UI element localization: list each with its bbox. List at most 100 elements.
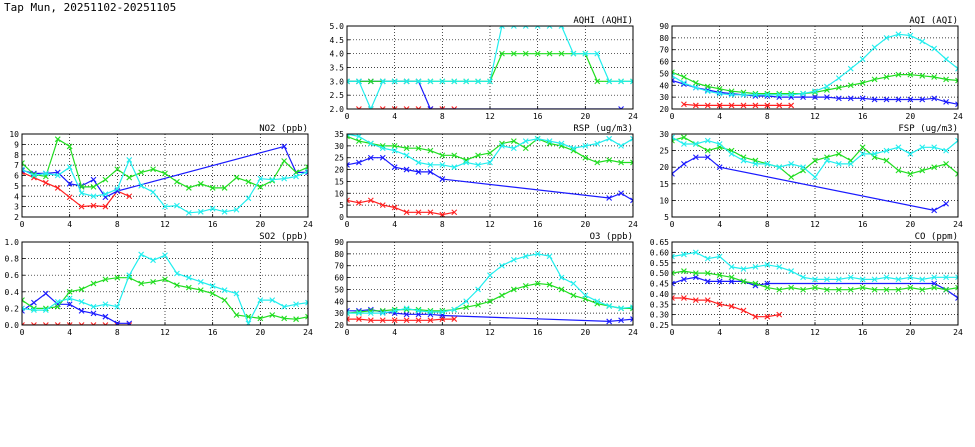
data-point bbox=[931, 95, 938, 102]
data-point bbox=[871, 44, 878, 51]
data-point bbox=[150, 189, 156, 195]
data-point bbox=[102, 301, 109, 308]
x-tick-label: 12 bbox=[485, 328, 495, 337]
data-point bbox=[895, 167, 902, 174]
data-point bbox=[672, 170, 675, 177]
x-tick-label: 4 bbox=[67, 328, 72, 337]
data-point bbox=[174, 178, 180, 185]
data-point bbox=[54, 322, 61, 325]
data-point bbox=[66, 301, 73, 308]
data-point bbox=[367, 154, 374, 161]
data-point bbox=[22, 322, 25, 325]
chart-title: O3 (ppb) bbox=[590, 232, 633, 242]
data-point bbox=[558, 140, 565, 147]
data-point bbox=[943, 98, 949, 105]
data-point bbox=[66, 143, 73, 150]
data-point bbox=[162, 252, 168, 259]
data-point bbox=[752, 280, 759, 287]
data-point bbox=[570, 50, 577, 57]
data-point bbox=[812, 157, 818, 164]
data-point bbox=[883, 34, 890, 41]
y-tick-label: 0.25 bbox=[650, 321, 669, 330]
data-point bbox=[704, 278, 711, 285]
data-point bbox=[704, 297, 711, 303]
data-point bbox=[427, 161, 434, 168]
y-tick-label: 1.0 bbox=[5, 238, 20, 247]
data-point bbox=[558, 286, 565, 293]
data-point bbox=[681, 74, 687, 80]
data-point bbox=[114, 166, 121, 173]
data-point bbox=[558, 26, 565, 29]
data-point bbox=[439, 176, 446, 182]
data-point bbox=[764, 284, 771, 291]
data-point bbox=[812, 284, 818, 291]
chart-aqhi: AQHI (AQHI) 0 4 8 12 16 20 24 2.0 2.5 3.0 3.5 4.0 4.5… bbox=[330, 16, 638, 121]
data-point bbox=[209, 185, 216, 191]
x-tick-label: 0 bbox=[20, 220, 25, 229]
data-point bbox=[367, 317, 374, 324]
x-tick-label: 8 bbox=[440, 220, 445, 229]
data-point bbox=[281, 315, 288, 322]
data-point bbox=[185, 284, 192, 291]
data-point bbox=[427, 147, 434, 154]
x-tick-label: 0 bbox=[345, 112, 350, 121]
plot-frame bbox=[346, 241, 634, 326]
data-point bbox=[415, 145, 422, 152]
data-point bbox=[66, 295, 73, 302]
data-point bbox=[618, 78, 624, 85]
data-point bbox=[197, 208, 204, 215]
x-tick-label: 20 bbox=[581, 112, 591, 121]
data-point bbox=[367, 78, 374, 85]
x-tick-label: 12 bbox=[810, 112, 820, 121]
data-point bbox=[174, 270, 180, 277]
y-tick-label: 9 bbox=[14, 140, 19, 149]
data-point bbox=[347, 161, 350, 168]
y-tick-label: 90 bbox=[659, 22, 669, 31]
y-tick-label: 0.0 bbox=[5, 321, 20, 330]
data-point bbox=[522, 138, 529, 145]
data-point bbox=[510, 145, 517, 152]
series-group bbox=[672, 134, 958, 214]
data-point bbox=[22, 305, 25, 312]
data-point bbox=[764, 91, 771, 98]
data-point bbox=[883, 274, 890, 281]
data-point bbox=[752, 264, 759, 270]
data-point bbox=[522, 26, 529, 29]
data-point bbox=[681, 295, 687, 301]
data-point bbox=[439, 106, 446, 109]
series-line bbox=[347, 318, 455, 321]
data-point bbox=[487, 150, 493, 156]
x-tick-label: 24 bbox=[953, 220, 963, 229]
data-point bbox=[451, 209, 458, 216]
x-tick-label: 0 bbox=[345, 220, 350, 229]
chart-title: AQHI (AQHI) bbox=[573, 16, 633, 26]
data-point bbox=[174, 282, 180, 289]
x-tick-label: 8 bbox=[115, 328, 120, 337]
data-point bbox=[102, 203, 109, 210]
data-point bbox=[728, 274, 735, 281]
data-point bbox=[31, 299, 37, 306]
data-point bbox=[305, 164, 308, 171]
data-point bbox=[847, 160, 854, 167]
data-point bbox=[439, 161, 446, 168]
data-point bbox=[102, 276, 109, 283]
data-point bbox=[78, 322, 85, 325]
data-point bbox=[305, 168, 308, 175]
data-point bbox=[356, 106, 362, 109]
data-point bbox=[197, 287, 204, 294]
data-point bbox=[883, 96, 890, 103]
data-point bbox=[681, 160, 687, 167]
data-point bbox=[126, 320, 133, 325]
y-tick-label: 2.5 bbox=[330, 91, 345, 100]
data-point bbox=[859, 80, 866, 86]
data-point bbox=[31, 307, 37, 313]
data-point bbox=[672, 270, 675, 277]
data-point bbox=[883, 74, 890, 80]
data-point bbox=[367, 310, 374, 317]
data-point bbox=[907, 96, 914, 103]
data-point bbox=[871, 276, 878, 283]
data-point bbox=[871, 96, 878, 103]
data-point bbox=[955, 77, 958, 84]
y-tick-label: 4 bbox=[14, 192, 19, 201]
x-tick-label: 24 bbox=[628, 220, 638, 229]
